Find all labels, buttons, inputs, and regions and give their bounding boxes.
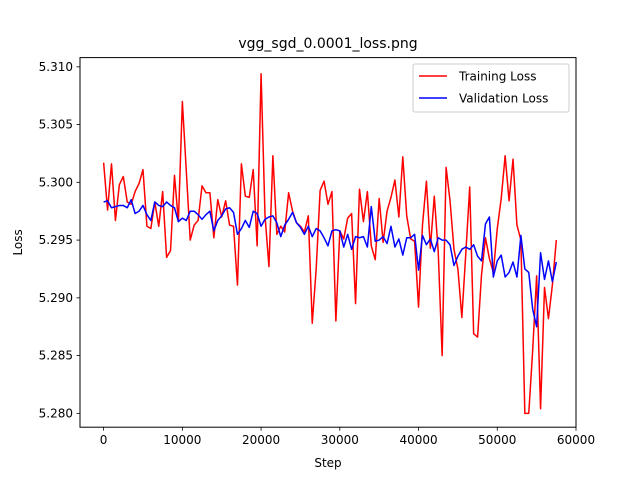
- legend-label-validation-loss: Validation Loss: [459, 92, 548, 106]
- x-tick-label: 40000: [399, 433, 437, 447]
- x-tick-label: 10000: [163, 433, 201, 447]
- x-tick-label: 20000: [242, 433, 280, 447]
- x-tick-label: 50000: [478, 433, 516, 447]
- x-tick-label: 30000: [321, 433, 359, 447]
- y-tick-label: 5.305: [39, 118, 73, 132]
- legend: Training Loss Validation Loss: [412, 63, 570, 113]
- y-tick-label: 5.280: [39, 406, 73, 420]
- x-axis-label: Step: [314, 456, 341, 470]
- series-line-training-loss: [102, 73, 558, 415]
- plot-lines: [102, 73, 558, 415]
- x-tick-label: 0: [100, 433, 108, 447]
- y-axis: 5.280 5.285 5.290 5.295 5.300 5.305 5.310: [39, 60, 80, 420]
- x-tick-label: 60000: [557, 433, 595, 447]
- y-tick-label: 5.290: [39, 291, 73, 305]
- y-tick-label: 5.310: [39, 60, 73, 74]
- y-tick-label: 5.295: [39, 233, 73, 247]
- plot-frame: [79, 57, 577, 428]
- legend-label-training-loss: Training Loss: [458, 70, 536, 84]
- y-axis-label: Loss: [11, 229, 25, 255]
- series-line-validation-loss: [103, 198, 558, 328]
- x-axis: 0 10000 20000 30000 40000 50000 60000: [100, 427, 595, 447]
- chart-title: vgg_sgd_0.0001_loss.png: [238, 36, 417, 52]
- y-tick-label: 5.300: [39, 175, 73, 189]
- legend-box: [412, 63, 570, 113]
- y-tick-label: 5.285: [39, 349, 73, 363]
